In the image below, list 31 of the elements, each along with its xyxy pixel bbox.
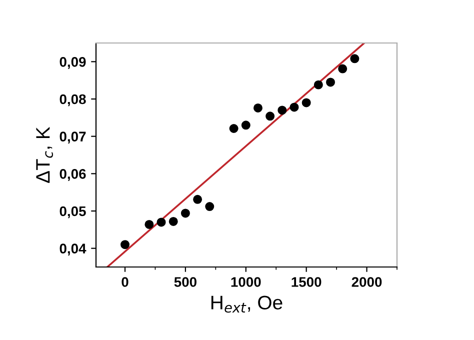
x-tick-label: 500 (174, 277, 196, 287)
point (278, 106, 287, 115)
point (326, 78, 336, 87)
y-tick-label: 0,07 (60, 132, 86, 144)
point (168, 216, 178, 226)
point (350, 54, 360, 64)
y-tick-label: 0,04 (60, 244, 86, 256)
y-tick-label: 0,06 (60, 169, 86, 181)
x-tick-label: 1500 (292, 277, 322, 287)
point (229, 124, 238, 133)
y-tick-label: 0,09 (60, 57, 86, 69)
y-axis-title: ΔT$_{c}$, K (36, 126, 54, 183)
x-tick-label: 2000 (352, 277, 382, 287)
point (314, 80, 323, 90)
point (253, 103, 262, 112)
x-tick-label: 0 (122, 277, 128, 287)
y-tick-label: 0,05 (60, 206, 86, 218)
point (180, 208, 190, 218)
point (338, 64, 348, 74)
point (193, 194, 202, 204)
x-tick-label: 1000 (231, 277, 261, 287)
point (241, 120, 250, 130)
point (205, 202, 214, 212)
y-tick-label: 0,08 (60, 94, 86, 106)
point (290, 102, 299, 112)
x-axis-title: H$_{ext}$, Oe (211, 296, 282, 313)
point (120, 240, 130, 250)
point (302, 98, 311, 108)
point (144, 220, 154, 229)
point (266, 112, 275, 121)
point (156, 218, 166, 227)
